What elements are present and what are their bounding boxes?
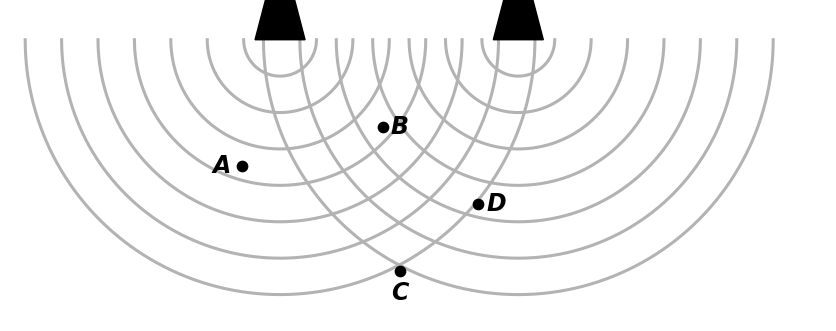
Text: A: A	[212, 154, 231, 177]
Text: B: B	[390, 116, 409, 139]
Point	[472, 201, 485, 206]
Point	[376, 125, 390, 130]
Polygon shape	[493, 0, 543, 40]
Text: D: D	[487, 192, 507, 215]
Point	[236, 163, 249, 168]
Point	[393, 269, 406, 274]
Text: C: C	[391, 281, 408, 305]
Polygon shape	[255, 0, 305, 40]
